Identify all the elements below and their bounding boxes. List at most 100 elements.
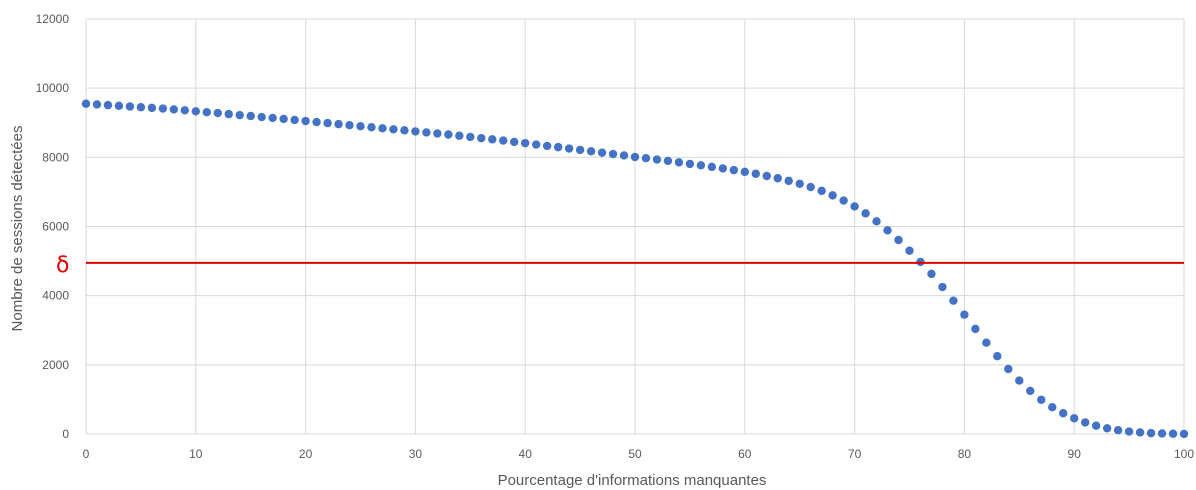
data-point — [597, 148, 607, 157]
data-point — [246, 111, 255, 121]
data-point — [1004, 364, 1013, 374]
data-point — [1135, 428, 1145, 437]
data-point — [323, 118, 332, 128]
x-tick-label: 100 — [1174, 447, 1194, 461]
data-point — [718, 164, 728, 173]
data-point — [378, 124, 387, 133]
data-point — [136, 102, 146, 112]
data-point — [444, 130, 453, 139]
data-point — [564, 144, 574, 153]
y-tick-label: 0 — [62, 427, 69, 441]
data-point — [191, 107, 200, 116]
data-point — [784, 176, 793, 186]
threshold-label: δ — [56, 253, 69, 278]
data-point — [92, 100, 102, 109]
data-point — [707, 162, 717, 172]
data-point — [301, 116, 310, 126]
data-point — [674, 158, 684, 167]
data-point — [202, 108, 211, 117]
y-tick-label: 8000 — [42, 150, 69, 164]
x-tick-label: 20 — [299, 447, 313, 461]
data-point — [531, 140, 541, 149]
data-point — [1037, 395, 1046, 404]
data-point — [729, 165, 739, 175]
data-point — [268, 113, 277, 123]
data-point — [158, 104, 168, 113]
y-tick-label: 4000 — [42, 289, 69, 303]
data-point — [290, 115, 299, 125]
y-tick-label: 12000 — [36, 12, 70, 26]
x-axis-title: Pourcentage d'informations manquantes — [498, 472, 767, 489]
x-tick-label: 80 — [958, 447, 972, 461]
data-point — [1091, 421, 1101, 430]
data-point — [1179, 429, 1189, 439]
data-point — [103, 100, 113, 110]
x-tick-label: 30 — [409, 447, 423, 461]
data-point — [367, 123, 376, 132]
data-point — [795, 179, 804, 188]
data-point — [685, 159, 695, 169]
data-point — [949, 296, 958, 305]
data-point — [630, 152, 640, 162]
x-tick-label: 0 — [83, 447, 90, 461]
data-point — [1113, 425, 1123, 435]
data-point — [982, 338, 991, 347]
data-point — [488, 135, 497, 144]
x-tick-label: 40 — [519, 447, 533, 461]
data-points — [81, 99, 1189, 439]
data-point — [1015, 376, 1024, 385]
data-point — [927, 269, 936, 279]
data-point — [828, 191, 837, 200]
data-point — [762, 171, 771, 181]
y-tick-label: 10000 — [36, 81, 70, 95]
data-point — [938, 282, 947, 292]
x-tick-label: 90 — [1068, 447, 1082, 461]
data-point — [477, 133, 486, 143]
data-point — [608, 149, 618, 159]
data-point — [751, 169, 760, 178]
data-point — [861, 209, 870, 218]
data-point — [1070, 414, 1079, 423]
grid-lines — [85, 18, 1185, 435]
data-point — [740, 167, 749, 177]
data-point — [235, 110, 244, 120]
data-point — [169, 105, 179, 114]
data-point — [510, 137, 519, 147]
data-point — [586, 147, 596, 156]
data-point — [466, 132, 475, 142]
x-tick-label: 50 — [628, 447, 642, 461]
data-point — [1026, 386, 1035, 396]
data-point — [993, 351, 1002, 361]
data-point — [1146, 428, 1156, 438]
data-point — [81, 99, 91, 108]
data-point — [147, 103, 157, 113]
data-point — [894, 235, 903, 245]
x-tick-label: 60 — [738, 447, 752, 461]
data-point — [839, 196, 848, 205]
data-point — [345, 120, 354, 130]
data-point — [499, 136, 508, 145]
data-point — [1048, 402, 1057, 412]
data-point — [114, 101, 124, 111]
data-point — [696, 161, 706, 170]
data-point — [279, 114, 288, 124]
data-point — [224, 109, 233, 119]
data-point — [356, 122, 365, 131]
y-tick-label: 6000 — [42, 220, 69, 234]
x-axis-ticks: 0 10 20 30 40 50 60 70 80 90 100 — [83, 447, 1195, 461]
data-point — [905, 246, 914, 255]
data-point — [817, 186, 826, 196]
data-point — [125, 102, 135, 111]
data-point — [773, 174, 782, 183]
data-point — [652, 155, 662, 164]
data-point — [400, 126, 409, 135]
data-point — [1080, 418, 1090, 427]
data-point — [542, 141, 552, 151]
data-point — [213, 108, 222, 118]
data-point — [1168, 429, 1178, 438]
data-point — [1059, 409, 1068, 418]
data-point — [641, 153, 651, 163]
y-axis-ticks: 0 2000 4000 6000 8000 10000 12000 — [36, 12, 70, 441]
y-tick-label: 2000 — [42, 358, 69, 372]
